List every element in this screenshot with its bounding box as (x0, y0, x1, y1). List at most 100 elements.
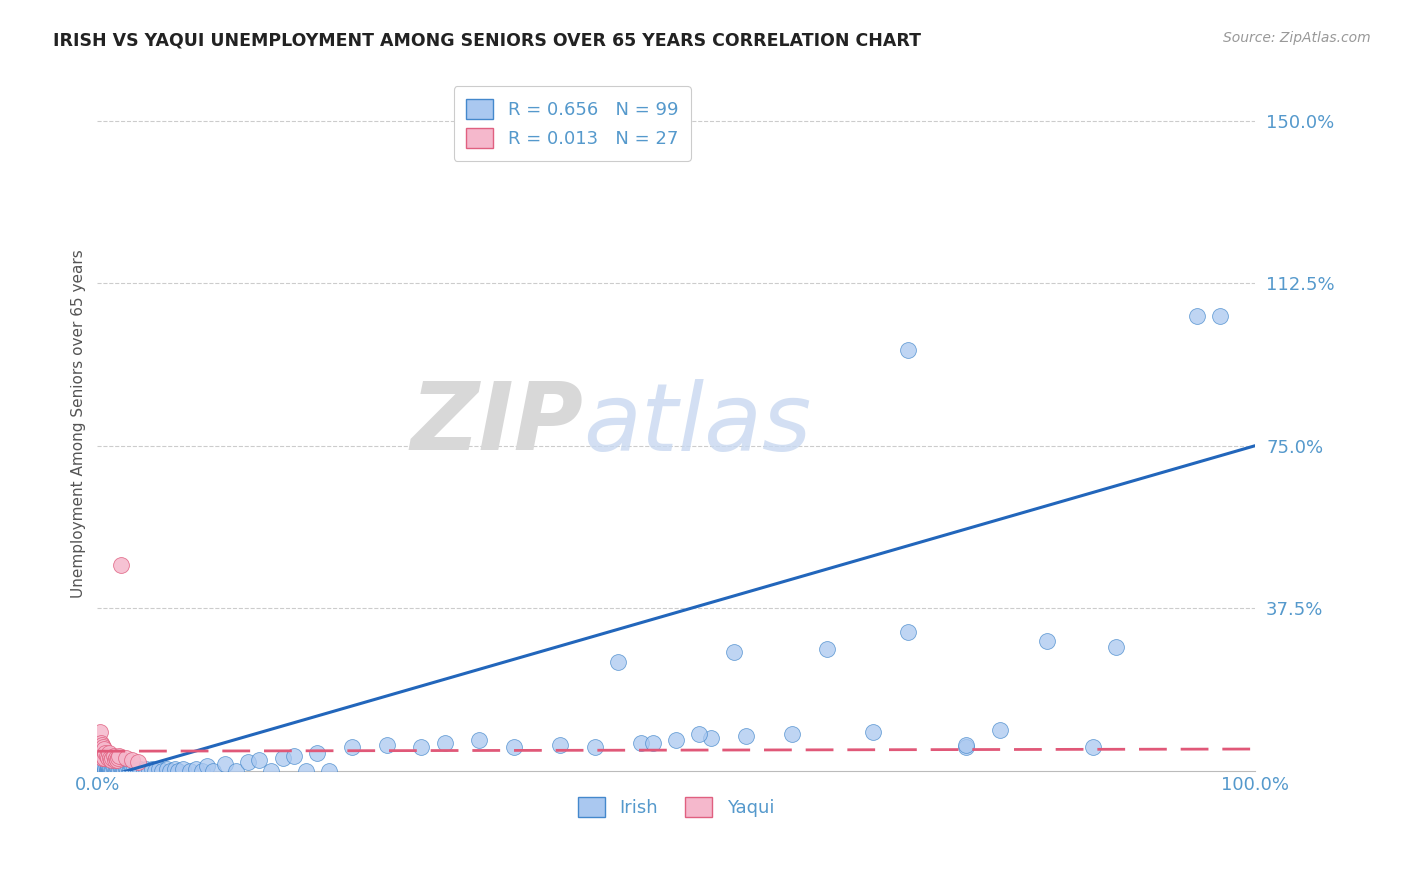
Point (98, 762, 121, 776)
Point (141, 762, 163, 776)
Point (897, 343, 920, 358)
Point (283, 748, 305, 763)
Point (96, 748, 118, 763)
Point (340, 739, 363, 754)
Text: ZIP: ZIP (411, 378, 583, 470)
Point (118, 764, 141, 778)
Point (897, 625, 920, 640)
Point (503, 739, 526, 754)
Point (167, 764, 190, 778)
Point (94, 764, 117, 778)
Point (96, 762, 118, 776)
Y-axis label: Unemployment Among Seniors over 65 years: Unemployment Among Seniors over 65 years (72, 250, 86, 599)
Legend: Irish, Yaqui: Irish, Yaqui (571, 789, 782, 824)
Point (91, 759, 114, 773)
Point (105, 753, 128, 767)
Point (89, 747, 111, 761)
Point (93, 759, 115, 773)
Point (97, 764, 120, 778)
Point (97, 750, 120, 764)
Point (129, 762, 152, 776)
Point (97, 764, 120, 778)
Point (91, 738, 114, 752)
Point (101, 750, 124, 764)
Point (307, 747, 329, 761)
Point (97, 759, 120, 773)
Point (156, 762, 179, 776)
Point (411, 739, 433, 754)
Point (105, 762, 128, 776)
Point (104, 753, 127, 767)
Point (93, 750, 115, 764)
Point (93, 762, 115, 776)
Point (91, 764, 114, 778)
Point (1035, 633, 1057, 648)
Point (90, 759, 112, 773)
Point (163, 762, 186, 776)
Point (294, 764, 316, 778)
Point (107, 764, 129, 778)
Point (955, 738, 977, 752)
Point (150, 764, 173, 778)
Point (115, 750, 138, 764)
Point (121, 762, 143, 776)
Point (468, 733, 491, 747)
Point (90, 735, 112, 749)
Point (179, 764, 201, 778)
Point (96, 764, 118, 778)
Point (236, 755, 259, 769)
Point (665, 733, 688, 747)
Point (90, 764, 112, 778)
Point (93, 742, 115, 756)
Point (780, 727, 803, 741)
Point (100, 753, 122, 767)
Point (124, 764, 146, 778)
Point (127, 764, 149, 778)
Point (91, 762, 114, 776)
Point (260, 764, 283, 778)
Point (108, 748, 131, 763)
Point (104, 764, 127, 778)
Point (97, 762, 120, 776)
Point (117, 764, 139, 778)
Text: atlas: atlas (583, 378, 811, 469)
Point (583, 739, 606, 754)
Point (91, 762, 114, 776)
Point (172, 762, 194, 776)
Point (148, 762, 170, 776)
Point (433, 735, 456, 749)
Point (122, 764, 145, 778)
Point (110, 762, 132, 776)
Point (111, 764, 134, 778)
Point (90, 748, 112, 763)
Text: IRISH VS YAQUI UNEMPLOYMENT AMONG SENIORS OVER 65 YEARS CORRELATION CHART: IRISH VS YAQUI UNEMPLOYMENT AMONG SENIOR… (53, 31, 921, 49)
Point (111, 764, 134, 778)
Point (202, 764, 225, 778)
Point (1081, 739, 1104, 754)
Point (688, 727, 710, 741)
Point (630, 735, 652, 749)
Point (700, 731, 723, 746)
Point (375, 738, 398, 752)
Point (104, 764, 127, 778)
Point (107, 750, 129, 764)
Point (98, 750, 121, 764)
Point (815, 642, 838, 657)
Point (104, 750, 127, 764)
Point (89, 724, 111, 739)
Point (91, 748, 114, 763)
Point (100, 764, 122, 778)
Point (94, 747, 117, 761)
Point (112, 764, 135, 778)
Point (110, 558, 132, 572)
Point (103, 762, 125, 776)
Point (101, 764, 124, 778)
Point (1185, 309, 1208, 323)
Point (184, 762, 207, 776)
Point (734, 729, 756, 743)
Point (94, 762, 117, 776)
Point (1209, 309, 1232, 323)
Point (550, 738, 572, 752)
Point (318, 764, 340, 778)
Point (97, 762, 120, 776)
